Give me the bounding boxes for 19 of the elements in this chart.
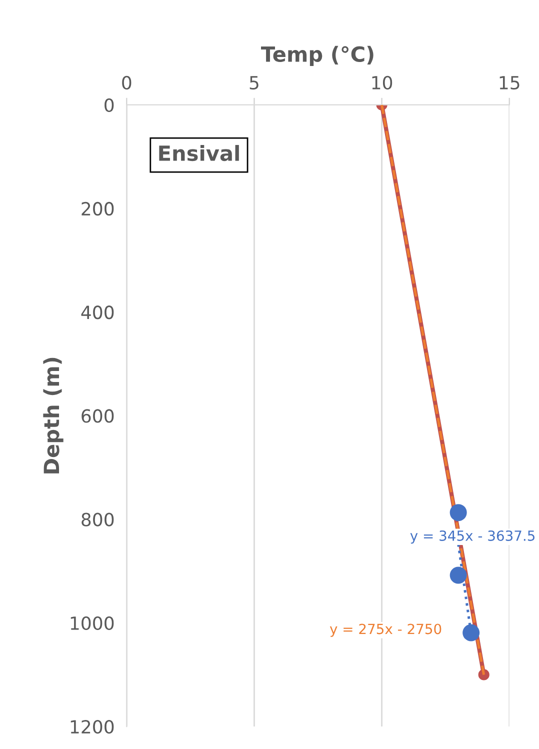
x-tick-label: 10 <box>372 76 392 90</box>
y-axis-title: Depth (m) <box>43 358 64 474</box>
y-tick-label: 200 <box>82 202 114 216</box>
annotation: Ensival <box>159 144 239 162</box>
point <box>450 566 467 584</box>
annotation: y = 275x - 2750 <box>330 624 442 637</box>
x-axis-title: Temp (°C) <box>261 46 374 66</box>
x-tick-label: 0 <box>122 76 132 90</box>
y-tick-label: 1000 <box>70 616 114 630</box>
x-tick-label: 5 <box>250 76 258 90</box>
y-tick-label: 400 <box>81 306 114 320</box>
annotation: y = 345x - 3637.5 <box>410 530 534 544</box>
point <box>462 624 480 642</box>
y-tick-label: 0 <box>104 98 114 112</box>
y-tick-label: 800 <box>82 512 114 526</box>
y-tick-label: 1200 <box>70 720 114 734</box>
y-tick-label: 600 <box>82 409 114 423</box>
x-tick-label: 15 <box>500 76 520 90</box>
point <box>450 504 467 522</box>
